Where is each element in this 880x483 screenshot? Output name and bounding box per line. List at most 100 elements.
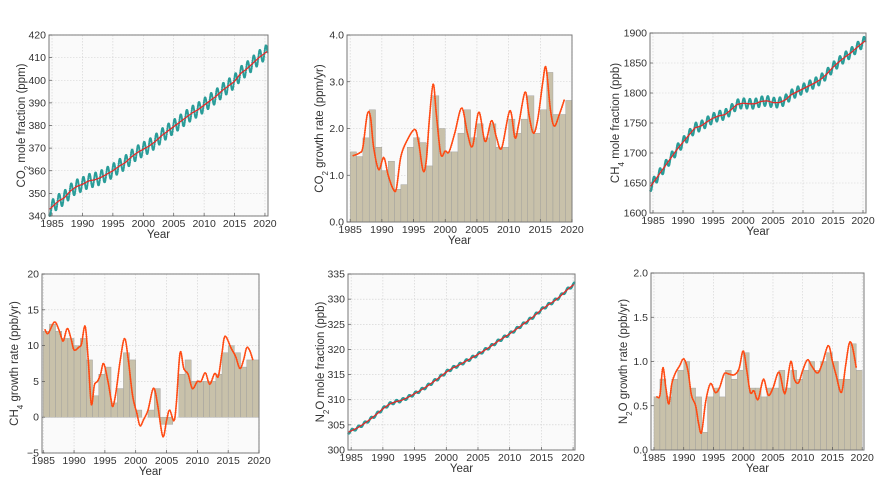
curve-point bbox=[124, 341, 127, 343]
curve-point bbox=[416, 134, 419, 136]
y-tick-label: 1.0 bbox=[329, 170, 344, 182]
curve-point bbox=[371, 136, 374, 139]
curve-point bbox=[70, 338, 73, 341]
y-tick-label: 315 bbox=[327, 369, 345, 381]
curve-point bbox=[496, 139, 499, 141]
curve-point bbox=[160, 431, 163, 434]
curve-point bbox=[703, 410, 706, 413]
curve-point bbox=[88, 381, 91, 384]
curve-point bbox=[459, 110, 461, 112]
curve-point bbox=[431, 90, 433, 92]
curve-point bbox=[548, 100, 551, 103]
curve-point bbox=[437, 135, 440, 137]
curve-point bbox=[544, 65, 547, 68]
curve-point bbox=[547, 87, 550, 90]
curve-point bbox=[823, 355, 826, 358]
bar bbox=[552, 114, 560, 223]
curve-point bbox=[545, 67, 548, 70]
curve-point bbox=[467, 137, 470, 140]
curve-point bbox=[468, 141, 471, 144]
bar bbox=[653, 396, 661, 451]
curve-point bbox=[403, 145, 406, 148]
curve-point bbox=[516, 132, 518, 135]
curve-point bbox=[127, 358, 130, 361]
curve-point bbox=[163, 434, 165, 436]
curve-point bbox=[819, 367, 822, 370]
curve-point bbox=[95, 381, 98, 384]
curve-point bbox=[221, 350, 224, 353]
bar bbox=[766, 387, 774, 451]
monthly-mean-point bbox=[189, 115, 193, 118]
x-tick-label: 2010 bbox=[498, 452, 522, 464]
curve-point bbox=[854, 359, 856, 362]
curve-point bbox=[103, 365, 106, 368]
curve-point bbox=[89, 392, 92, 395]
curve-point bbox=[231, 348, 233, 351]
curve-point bbox=[680, 361, 683, 363]
x-tick-label: 2020 bbox=[851, 215, 875, 227]
bar bbox=[748, 387, 756, 451]
curve-point bbox=[449, 148, 451, 151]
curve-point bbox=[158, 418, 161, 421]
curve-point bbox=[739, 359, 742, 362]
curve-point bbox=[52, 321, 55, 324]
curve-point bbox=[469, 143, 472, 146]
curve-point bbox=[853, 355, 856, 357]
curve-point bbox=[835, 373, 837, 376]
curve-point bbox=[179, 352, 181, 355]
curve-point bbox=[731, 374, 734, 376]
curve-point bbox=[171, 415, 173, 418]
curve-point bbox=[242, 358, 245, 361]
curve-point bbox=[421, 164, 423, 167]
curve-point bbox=[108, 389, 111, 392]
curve-point bbox=[482, 133, 485, 136]
curve-point bbox=[811, 366, 814, 369]
monthly-mean-point bbox=[244, 72, 247, 75]
monthly-mean-point bbox=[123, 159, 126, 162]
curve-point bbox=[101, 365, 104, 367]
curve-point bbox=[807, 358, 809, 361]
curve-point bbox=[174, 411, 177, 414]
y-tick-label: 20 bbox=[27, 269, 39, 281]
curve-point bbox=[429, 103, 432, 106]
monthly-mean-point bbox=[256, 59, 260, 63]
curve-point bbox=[799, 376, 802, 379]
curve-point bbox=[696, 417, 699, 420]
curve-point bbox=[131, 393, 134, 396]
curve-point bbox=[375, 160, 378, 163]
curve-point bbox=[238, 367, 241, 369]
curve-point bbox=[701, 425, 704, 428]
curve-point bbox=[537, 117, 539, 120]
curve-point bbox=[220, 352, 223, 355]
curve-point bbox=[463, 118, 466, 120]
curve-point bbox=[91, 397, 94, 400]
curve-point bbox=[429, 107, 432, 110]
monthly-mean-point bbox=[183, 119, 187, 122]
curve-point bbox=[114, 396, 117, 399]
curve-point bbox=[782, 390, 785, 393]
curve-point bbox=[108, 387, 111, 390]
curve-point bbox=[213, 373, 215, 376]
curve-point bbox=[665, 390, 668, 393]
y-axis-title: CH4 mole fraction (ppb) bbox=[610, 63, 626, 183]
curve-point bbox=[229, 344, 231, 347]
curve-point bbox=[397, 175, 400, 178]
curve-point bbox=[436, 124, 439, 126]
curve-point bbox=[88, 375, 91, 378]
curve-point bbox=[546, 78, 549, 81]
curve-point bbox=[507, 115, 509, 118]
curve-point bbox=[527, 107, 529, 109]
curve-point bbox=[396, 179, 399, 182]
curve-point bbox=[461, 107, 464, 110]
curve-point bbox=[523, 93, 525, 96]
curve-point bbox=[126, 354, 129, 357]
curve-point bbox=[426, 144, 429, 147]
curve-point bbox=[59, 333, 62, 336]
curve-point bbox=[134, 406, 137, 409]
curve-point bbox=[226, 338, 229, 341]
curve-point bbox=[721, 378, 724, 381]
bar bbox=[98, 374, 106, 418]
curve-point bbox=[384, 160, 387, 163]
curve-point bbox=[249, 350, 251, 352]
curve-point bbox=[521, 104, 523, 107]
